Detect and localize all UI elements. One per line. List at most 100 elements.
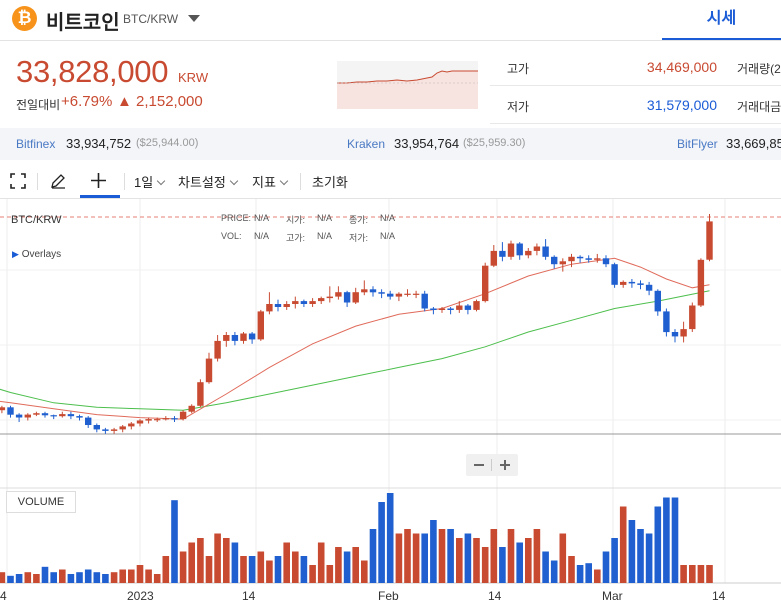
candle-body [352,292,359,303]
tab-quote[interactable]: 시세 [662,0,781,40]
volume-bar [171,500,178,583]
candle [395,292,403,302]
candle [516,242,523,260]
candle [309,298,316,307]
exchange-name-bitfinex[interactable]: Bitfinex [16,137,56,151]
candle-body [447,308,454,310]
chevron-down-icon[interactable] [188,15,200,22]
volume-bar [594,569,601,583]
candlestick-chart[interactable] [0,199,781,603]
candle [542,239,549,260]
candle [154,417,161,422]
candle-body [33,413,40,415]
volume-bar [33,574,40,583]
pencil-icon[interactable] [49,172,67,190]
candle [343,290,351,307]
candle [645,281,653,296]
candle [128,422,135,430]
candle-body [680,329,687,337]
volume-bar [680,565,687,583]
candle-body [378,292,385,294]
volume-bar [464,533,472,583]
indicators-button[interactable]: 지표 [252,172,289,191]
candle [482,262,489,303]
volume-bar [611,538,618,583]
candle-body [697,259,705,306]
reset-button[interactable]: 초기화 [312,175,348,190]
candle-body [326,296,333,299]
candle [430,307,437,315]
candle-body [0,407,6,411]
candle-body [637,283,644,285]
candle [559,258,566,272]
candle-body [188,405,195,412]
candle-body [438,308,446,310]
candle [447,307,454,315]
chevron-down-icon [229,176,239,186]
volume-bar [706,565,713,583]
candle-body [482,265,489,302]
candle-body [205,358,213,383]
candle-body [266,304,273,312]
candle [594,253,601,263]
volume-bar [473,538,480,583]
high-label: 고가 [507,62,530,76]
exchange-name-kraken[interactable]: Kraken [347,137,386,151]
candle [283,301,290,310]
candle [628,279,636,288]
legend-low-value: N/A [380,231,396,241]
volume-bar [395,533,403,583]
volume-bar [76,572,83,583]
chevron-down-icon [156,176,166,186]
candle [689,302,696,332]
volume-bar [671,497,679,583]
volume-bar [7,575,14,583]
candle [654,289,661,316]
active-tool-indicator [80,195,120,198]
volume-bar [136,565,144,583]
candle-body [119,426,126,430]
volume-bar [576,565,584,583]
candle [620,280,627,288]
candle [136,419,144,427]
interval-select[interactable]: 1일 [134,172,166,191]
fullscreen-icon[interactable] [10,173,26,189]
exchange-name-bitflyer[interactable]: BitFlyer [677,137,718,151]
volume-bar [352,547,359,583]
legend-close-label: 종가: [349,215,369,225]
candle [162,416,169,421]
volume-bar [145,569,152,583]
candle-body [50,415,57,417]
volume-bar [663,497,670,583]
candle-body [387,293,394,297]
trade-amount-label: 거래대금 [737,100,781,114]
zoom-in-icon[interactable] [499,459,511,471]
legend-vol-label: VOL: [221,231,242,241]
exchange-price-kraken: 33,954,764 [394,136,460,151]
crosshair-icon[interactable] [90,172,107,189]
volume-bar [231,542,239,583]
candle-body [223,335,230,341]
legend-open-label: 시가: [286,215,306,225]
volume-bar [93,572,101,583]
volume-bar [153,574,161,583]
candle-body [671,332,679,337]
candle-body [542,246,549,257]
mini-price-chart [337,61,478,109]
volume-24h-label: 거래량(2 [737,62,781,76]
candle-body [594,258,601,260]
volume-bar [240,556,247,583]
chart-legend-title: BTC/KRW [11,214,62,226]
volume-bar [274,556,282,583]
candle [464,304,472,315]
candle [352,287,359,304]
x-tick-label: 14 [488,589,502,603]
candle [671,329,679,343]
legend-price-label: PRICE: [221,213,252,223]
exchange-price-bar: Bitfinex 33,934,752 ($25,944.00) Kraken … [0,128,781,160]
zoom-out-icon[interactable] [473,459,485,471]
chart-settings-button[interactable]: 차트설정 [178,172,239,191]
overlays-toggle[interactable]: ▶ Overlays [12,249,61,260]
candle-body [559,261,566,265]
candle-body [576,256,584,259]
